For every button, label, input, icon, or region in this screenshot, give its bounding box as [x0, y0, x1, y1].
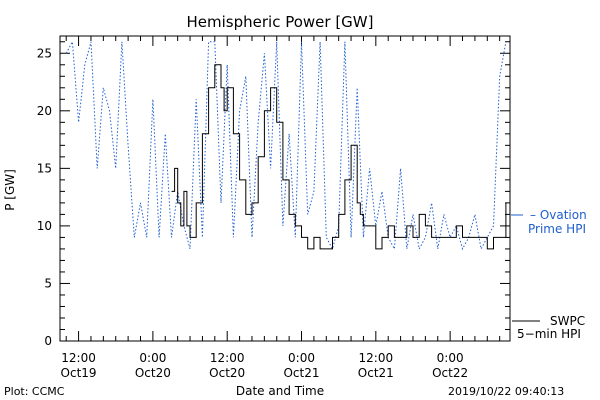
y-tick-label: 20	[37, 104, 52, 118]
legend-ovation-line1: – Ovation	[530, 208, 587, 222]
plot-timestamp: 2019/10/22 09:40:13	[448, 385, 564, 398]
series-layer	[65, 40, 507, 251]
x-tick-label-date: Oct20	[209, 366, 245, 380]
y-tick-label: 15	[37, 161, 52, 175]
x-tick-label-time: 0:00	[288, 351, 315, 365]
x-tick-label-date: Oct21	[358, 366, 394, 380]
x-tick-label-time: 0:00	[437, 351, 464, 365]
legend-swpc-line2: 5−min HPI	[517, 327, 581, 341]
legend-ovation-line2: Prime HPI	[528, 222, 586, 236]
y-tick-label: 25	[37, 46, 52, 60]
x-tick-label-date: Oct21	[283, 366, 319, 380]
series-ovation-line	[65, 40, 507, 251]
chart-title: Hemispheric Power [GW]	[187, 13, 374, 31]
x-tick-label-time: 12:00	[61, 351, 96, 365]
x-tick-label-date: Oct22	[432, 366, 468, 380]
y-ticks: 0 5 10 15 20 25	[37, 41, 510, 348]
legend-ovation: – Ovation Prime HPI	[511, 208, 587, 236]
series-swpc-line	[171, 64, 507, 250]
x-tick-label-time: 12:00	[359, 351, 394, 365]
x-tick-label-time: 12:00	[210, 351, 245, 365]
x-tick-label-date: Oct20	[135, 366, 171, 380]
legend-swpc-line1: SWPC	[550, 314, 585, 328]
y-tick-label: 10	[37, 219, 52, 233]
legend-swpc: SWPC 5−min HPI	[512, 314, 585, 341]
x-tick-label-date: Oct19	[61, 366, 97, 380]
y-tick-label: 5	[44, 276, 52, 290]
y-tick-label: 0	[44, 334, 52, 348]
x-ticks: 12:00Oct190:00Oct2012:00Oct200:00Oct2112…	[61, 36, 501, 380]
plot-frame	[59, 35, 511, 342]
x-axis-label: Date and Time	[236, 384, 324, 398]
x-tick-label-time: 0:00	[139, 351, 166, 365]
y-axis-label: P [GW]	[3, 169, 17, 211]
plot-credit: Plot: CCMC	[4, 385, 65, 398]
